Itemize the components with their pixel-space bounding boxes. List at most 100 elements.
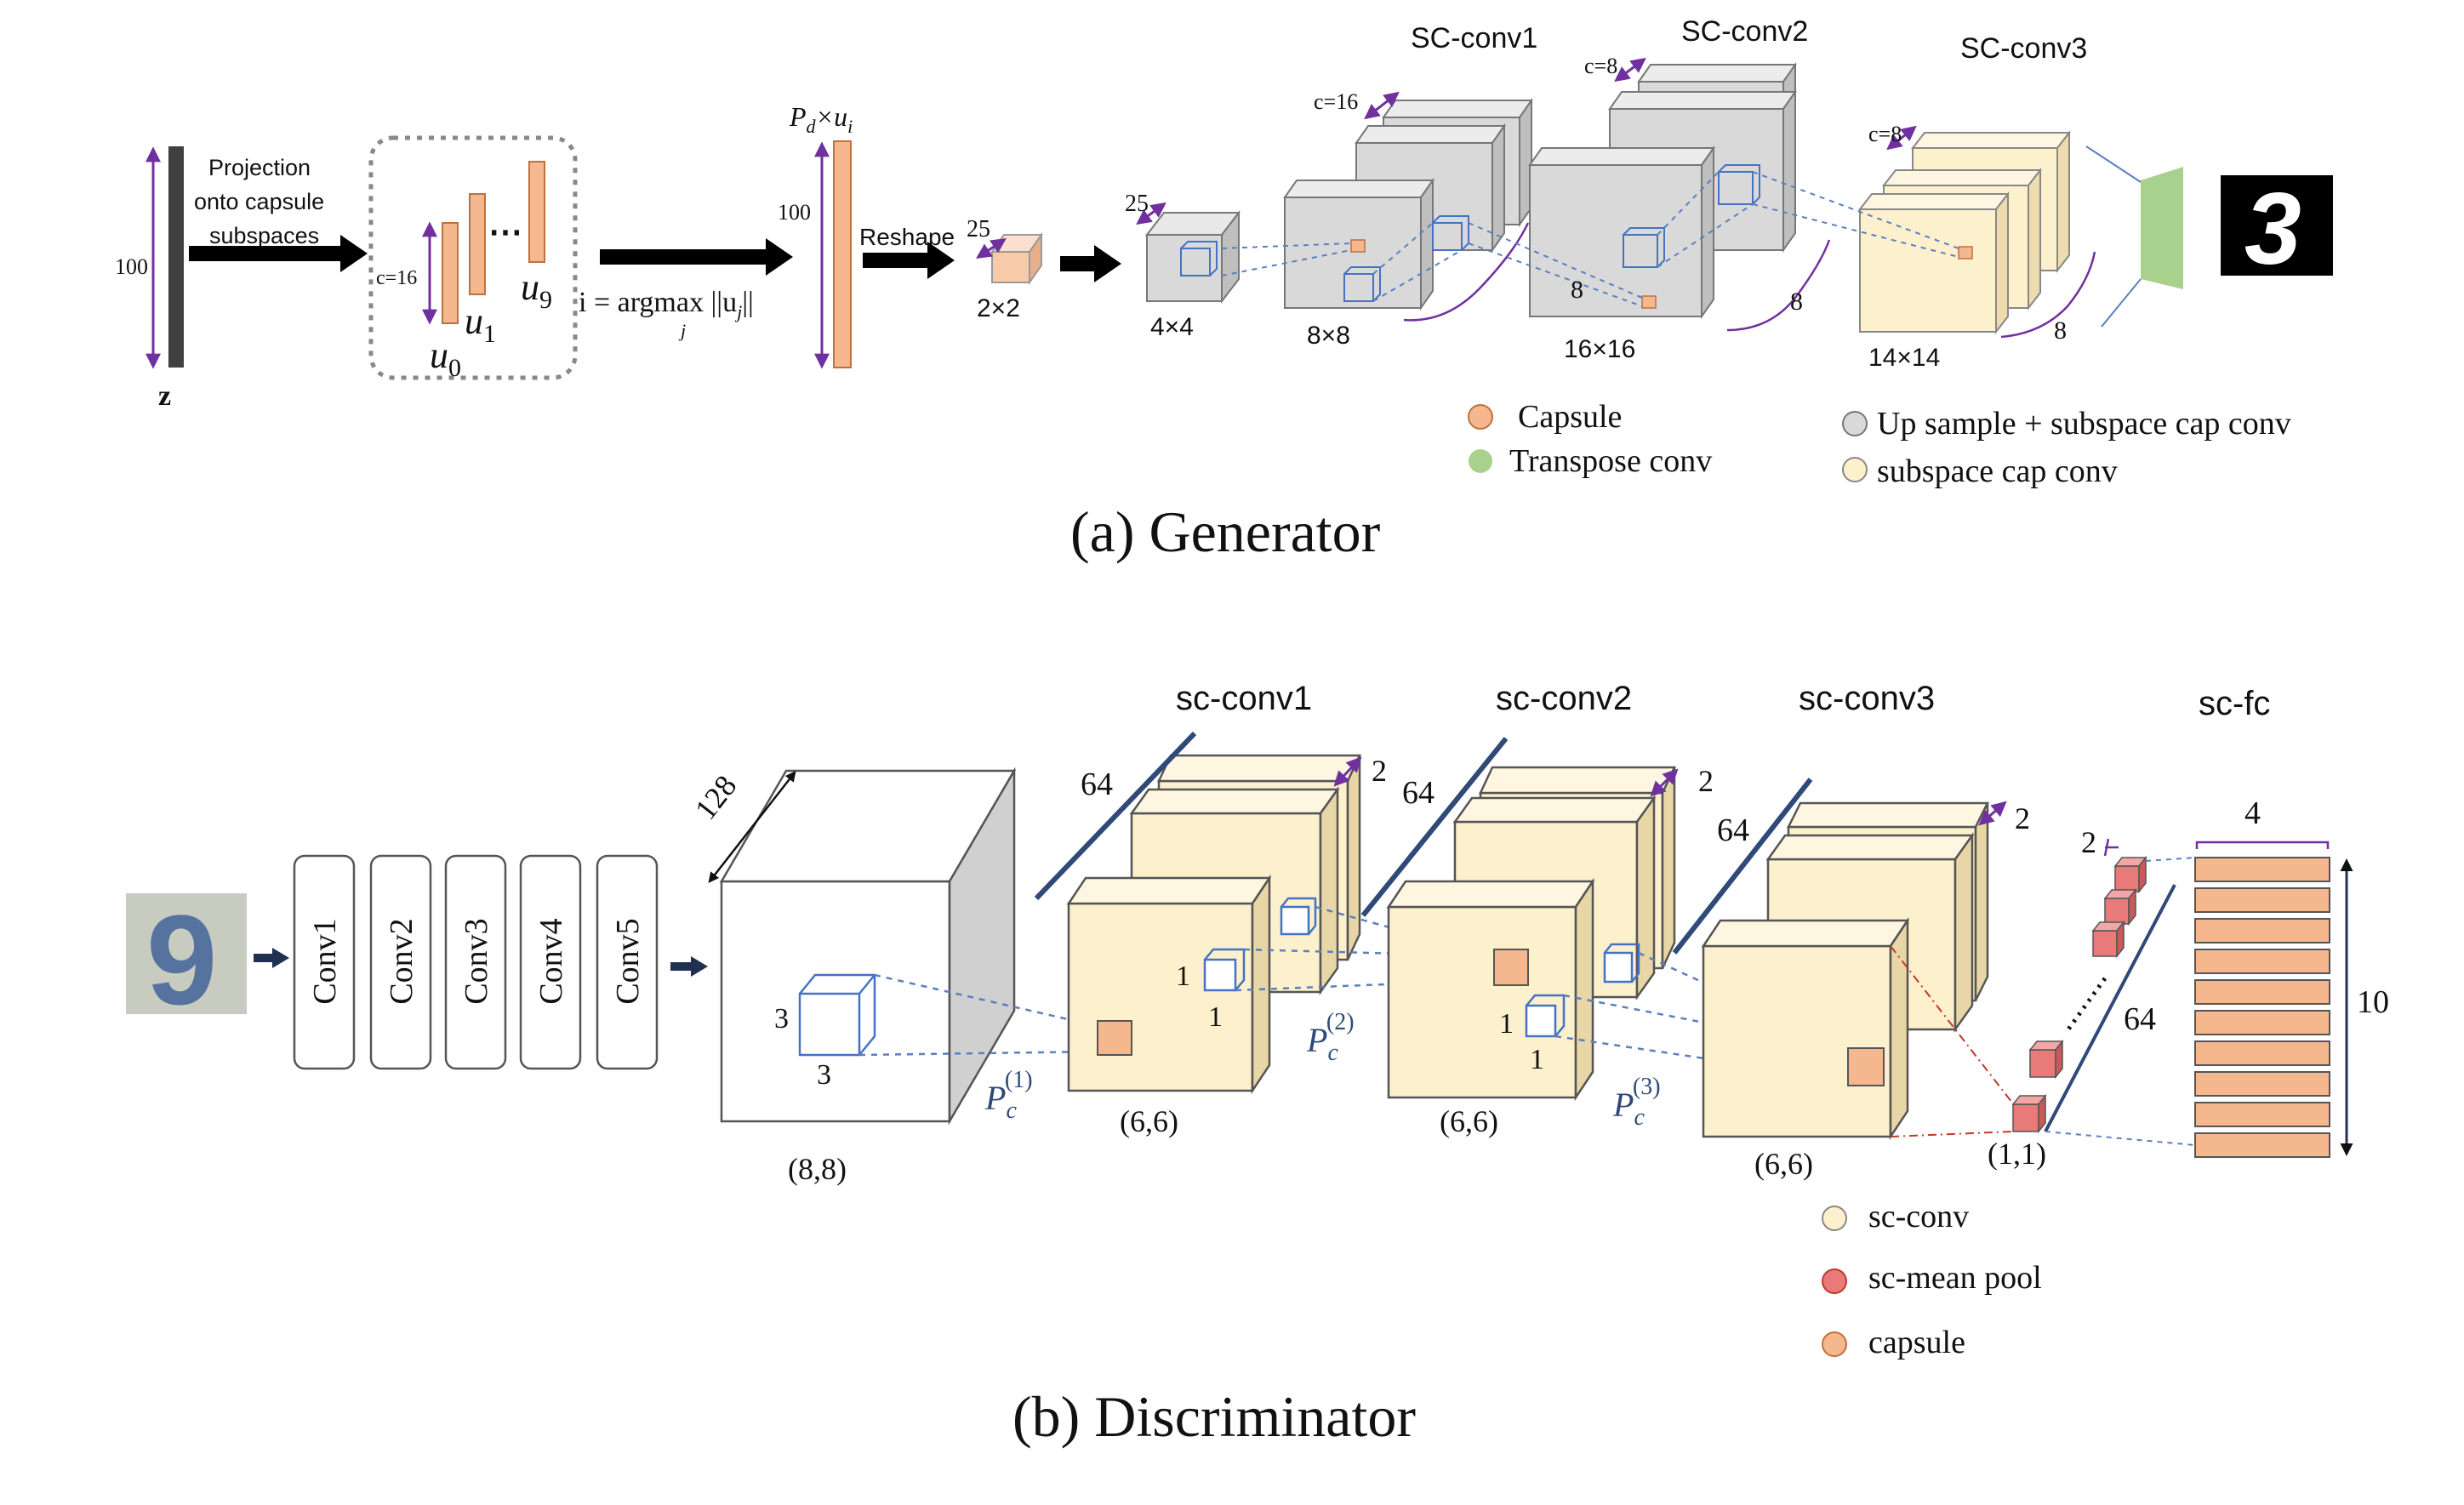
eight-a: 8: [1571, 276, 1583, 304]
z-dim-label: 100: [115, 254, 148, 279]
u9-label: u9: [521, 266, 552, 314]
projection-line-2: onto capsule: [194, 189, 324, 214]
two-a: 2: [1372, 754, 1387, 788]
generator-caption: (a) Generator: [1070, 499, 1381, 564]
fc-height-label: 10: [2357, 984, 2389, 1020]
pool-cube-3: [2091, 920, 2125, 959]
two-a-arrow: [1333, 756, 1362, 787]
generator-section: 100 z Projection onto capsule subspaces …: [115, 15, 2333, 564]
pool-cube-4: [2028, 1039, 2064, 1080]
d-depth-line-2: [1360, 737, 1509, 917]
d-sc-conv2-stack: [1386, 766, 1676, 1102]
d64d: 64: [2124, 1001, 2156, 1037]
conv3-box: [444, 854, 507, 1070]
legend-subspace-label: subspace cap conv: [1877, 453, 2118, 489]
c25b-arrow: [1136, 202, 1166, 225]
reshape-arrow-head: [927, 242, 955, 279]
d64c: 64: [1717, 812, 1749, 848]
fc-bar: [2194, 949, 2330, 974]
z-label: z: [158, 380, 171, 412]
fc-bar: [2194, 1071, 2330, 1097]
c25a-arrow: [976, 238, 1007, 259]
d-depth-line-3: [1672, 778, 1813, 955]
conv2-box: [369, 854, 432, 1070]
pc3-label: Pc(3): [1612, 1074, 1661, 1131]
input-digit: 9: [146, 888, 217, 1031]
eight-b: 8: [1790, 288, 1803, 316]
legend-upsample-label: Up sample + subspace cap conv: [1877, 406, 2291, 442]
one-a: 1: [1176, 961, 1190, 992]
projection-arrow-head: [340, 235, 368, 272]
brace-1: [1403, 222, 1530, 322]
sc-conv2-stack: [1528, 61, 1797, 320]
two-c: 2: [2015, 801, 2030, 835]
c16-label: c=16: [376, 267, 417, 289]
kernel-3a: 3: [774, 1003, 789, 1035]
size-8-8: (8,8): [788, 1152, 847, 1186]
output-digit: 3: [2244, 172, 2301, 286]
conv2-label: Conv2: [384, 918, 419, 1004]
c8b-arrow: [1886, 125, 1917, 151]
c8a-arrow: [1614, 57, 1646, 83]
legend-transpose-label: Transpose conv: [1509, 443, 1712, 479]
size-6-6b: (6,6): [1440, 1104, 1498, 1138]
legend-dcapsule-label: capsule: [1868, 1325, 1965, 1360]
fc-bar: [2194, 887, 2330, 913]
fc-width-brace: [2195, 841, 2330, 849]
fc-width-label: 4: [2244, 795, 2261, 831]
projection-line-1: Projection: [208, 155, 311, 180]
size-2x2: 2×2: [977, 294, 1020, 322]
two-b: 2: [1698, 764, 1714, 798]
legend-capsule-label: Capsule: [1518, 399, 1622, 435]
d64b: 64: [1402, 775, 1434, 811]
fc-bar: [2194, 1132, 2330, 1158]
legend-dcapsule-swatch: [1822, 1331, 1847, 1357]
sc-fc-title: sc-fc: [2199, 685, 2270, 722]
fc-bar: [2194, 1010, 2330, 1035]
fc-dash-bottom: [2045, 1131, 2196, 1146]
legend-upsample-swatch: [1842, 411, 1868, 436]
conv1-box: [293, 854, 356, 1070]
one-d: 1: [1530, 1044, 1544, 1075]
eight-c: 8: [2054, 316, 2067, 345]
argmax-arrow-head: [766, 238, 793, 276]
d-pool-line-top: [1890, 945, 2016, 1107]
gen-dash-2c: [1657, 171, 1720, 236]
size-4x4: 4×4: [1150, 313, 1194, 341]
sc-conv3-title: SC-conv3: [1960, 32, 2087, 65]
two-d: 2: [2081, 825, 2096, 859]
d-sc-conv3-stack: [1701, 801, 1990, 1141]
output-image: [2221, 175, 2333, 276]
c16-top-arrow: [1364, 91, 1400, 120]
gen-dash-1d: [1372, 249, 1463, 302]
gen-dash-1b: [1221, 249, 1352, 276]
legend-scconv-label: sc-conv: [1868, 1199, 1969, 1234]
reshape-label: Reshape: [859, 224, 955, 250]
c8b-label: c=8: [1868, 122, 1902, 146]
d-dash-2c: [1638, 951, 1854, 1053]
fc-bar: [2194, 979, 2330, 1005]
brace-2: [1726, 239, 1831, 332]
gen-dash-2b: [1468, 242, 1643, 307]
vector-dim-label: 100: [778, 200, 811, 225]
gen-dash-1c: [1372, 222, 1434, 275]
u9-bar: [528, 161, 545, 263]
conv-layers: Conv1 Conv2 Conv3 Conv4 Conv5: [293, 854, 659, 1070]
to-4x4-arrow-head: [1094, 245, 1121, 282]
sc-conv3-stack: [1857, 130, 2072, 334]
d-dash-0a: [874, 973, 1098, 1028]
capsule-subspace-box: [368, 135, 578, 380]
feature-cube: [719, 767, 1017, 1126]
legend-scconv-swatch: [1822, 1206, 1847, 1231]
d-depth-line-4: [2044, 884, 2176, 1132]
projection-line-3: subspaces: [209, 223, 319, 248]
c16-top-label: c=16: [1314, 89, 1358, 114]
u1-bar: [469, 193, 486, 295]
d-sc-conv1-title: sc-conv1: [1176, 680, 1312, 717]
sc-conv1-stack: [1283, 97, 1533, 311]
selected-capsule-vector: [833, 140, 852, 368]
u1-label: u1: [465, 300, 496, 348]
argmax-under: j: [678, 320, 686, 341]
fc-dash-top: [2145, 857, 2196, 862]
